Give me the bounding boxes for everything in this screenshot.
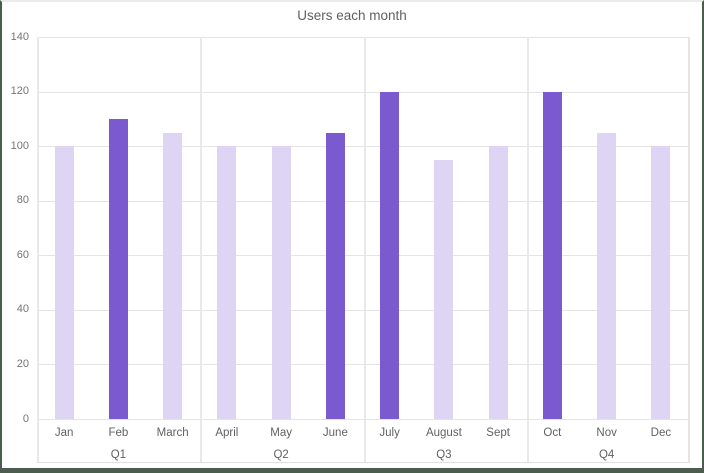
x-tick-label-august: August <box>425 426 462 439</box>
bar-group-q4 <box>525 37 688 419</box>
bar-slot <box>200 37 254 419</box>
quarter-separator <box>526 37 529 463</box>
y-tick-label: 40 <box>16 303 29 316</box>
bar-slot <box>417 37 471 419</box>
bar-dec[interactable] <box>651 146 671 419</box>
y-tick-label: 80 <box>16 194 29 207</box>
bar-slot <box>580 37 634 419</box>
x-tick-label-april: April <box>215 426 239 439</box>
y-tick-label: 20 <box>16 357 29 370</box>
x-axis-month-labels: Jan Feb March April May June July August Sept Oct… <box>37 419 688 446</box>
bar-june[interactable] <box>325 132 345 419</box>
bar-group-q3 <box>363 37 526 419</box>
x-tick-label-oct: Oct <box>543 426 562 439</box>
x-tick-label-nov: Nov <box>596 426 617 439</box>
group-label-q2: Q2 <box>273 448 289 461</box>
gridline <box>37 91 688 93</box>
bars-layer <box>37 37 688 419</box>
group-label-q3: Q3 <box>436 448 452 461</box>
quarter-separator <box>200 37 203 463</box>
month-label-group: Oct Nov Dec <box>525 419 688 446</box>
bar-slot <box>634 37 688 419</box>
month-label-group: July August Sept <box>363 419 526 446</box>
bar-jan[interactable] <box>54 146 74 419</box>
gridline <box>37 146 688 148</box>
y-tick-label: 140 <box>10 30 29 43</box>
y-tick-label: 100 <box>10 139 29 152</box>
bar-august[interactable] <box>434 159 454 419</box>
x-tick-label-jan: Jan <box>54 426 74 439</box>
x-tick-label-dec: Dec <box>650 426 672 439</box>
bar-may[interactable] <box>271 146 291 419</box>
y-axis: 0 20 40 60 80 100 120 140 <box>2 31 30 425</box>
x-tick-label-march: March <box>156 426 189 439</box>
month-label-group: April May June <box>200 419 363 446</box>
bar-oct[interactable] <box>542 91 562 419</box>
gridline <box>37 419 688 420</box>
bar-slot <box>308 37 362 419</box>
quarter-separator <box>363 37 366 463</box>
bar-march[interactable] <box>163 132 183 419</box>
chart-title: Users each month <box>297 8 407 23</box>
bar-slot <box>91 37 145 419</box>
plot-left-border <box>37 37 39 463</box>
gridline <box>37 200 688 202</box>
bar-slot <box>37 37 91 419</box>
bar-april[interactable] <box>217 146 237 419</box>
bar-sept[interactable] <box>488 146 508 419</box>
bar-slot <box>363 37 417 419</box>
bar-slot <box>146 37 200 419</box>
y-tick-label: 0 <box>22 412 29 425</box>
bar-slot <box>471 37 525 419</box>
x-tick-label-feb: Feb <box>108 426 129 439</box>
gridline <box>37 364 688 366</box>
plot-area: Jan Feb March April May June July August Sept Oct… <box>37 37 690 463</box>
x-tick-label-sept: Sept <box>486 426 510 439</box>
axis-bottom-border <box>37 462 688 463</box>
bar-slot <box>254 37 308 419</box>
bar-july[interactable] <box>380 91 400 419</box>
gridline <box>37 255 688 257</box>
bar-group-q2 <box>200 37 363 419</box>
month-label-group: Jan Feb March <box>37 419 200 446</box>
x-tick-label-may: May <box>270 426 292 439</box>
gridline <box>37 309 688 311</box>
x-tick-label-july: July <box>379 426 400 439</box>
x-tick-label-june: June <box>322 426 348 439</box>
bar-nov[interactable] <box>597 132 617 419</box>
gridline <box>37 37 688 38</box>
bar-feb[interactable] <box>108 118 128 419</box>
bar-slot <box>525 37 579 419</box>
y-tick-label: 60 <box>16 248 29 261</box>
group-label-q1: Q1 <box>110 448 127 461</box>
y-tick-label: 120 <box>10 85 29 98</box>
group-label-q4: Q4 <box>598 448 615 461</box>
x-axis-quarter-labels: Q1 Q2 Q3 Q4 <box>37 446 688 463</box>
bar-group-q1 <box>37 37 200 419</box>
